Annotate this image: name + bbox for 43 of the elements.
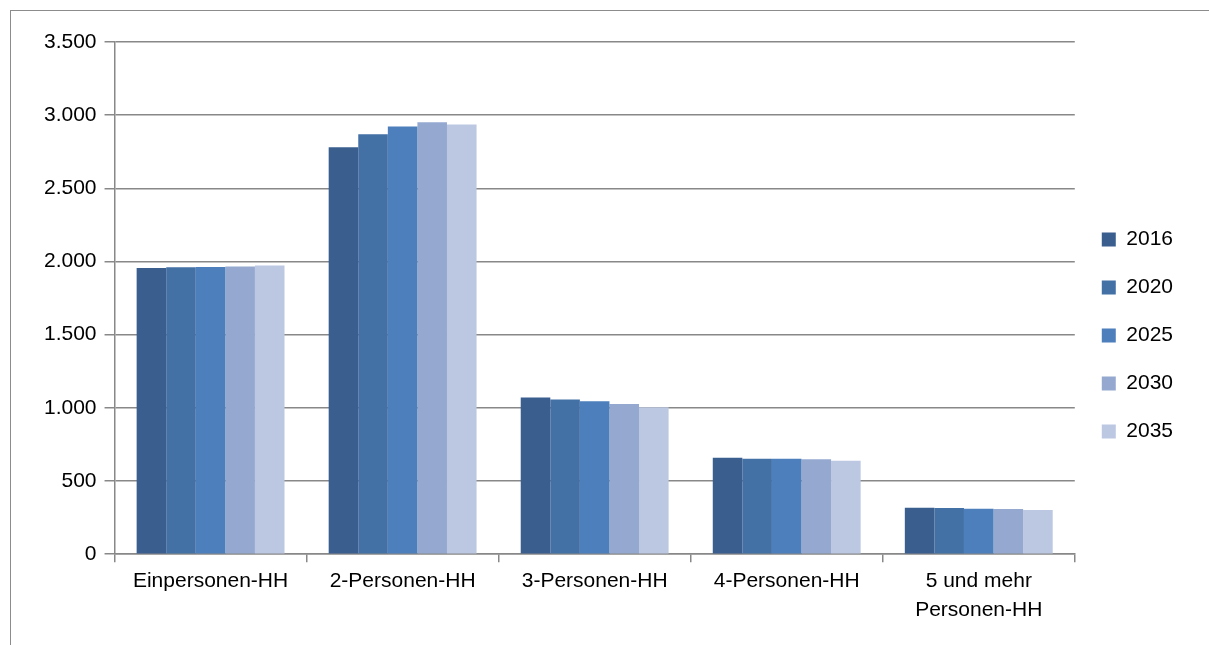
legend-label: 2030: [1126, 370, 1173, 394]
bar: [446, 124, 477, 554]
bar: [417, 122, 447, 554]
bar: [712, 457, 743, 554]
bar: [254, 265, 285, 554]
bar: [801, 459, 832, 554]
bar: [579, 401, 610, 554]
bar: [387, 126, 418, 554]
y-tick-label: 3.000: [43, 101, 97, 125]
bar: [550, 399, 580, 554]
x-tick-label: 3-Personen-HH: [521, 567, 668, 591]
bar: [520, 397, 551, 554]
x-tick-label: 4-Personen-HH: [713, 567, 860, 591]
legend-label: 2035: [1126, 418, 1173, 442]
x-tick-label: 5 und mehr Personen-HH: [915, 567, 1043, 621]
y-tick-label: 3.500: [43, 28, 97, 52]
legend-label: 2025: [1126, 322, 1173, 346]
bar: [328, 147, 359, 554]
bar: [358, 134, 388, 554]
bar: [904, 507, 935, 554]
bar: [166, 267, 196, 554]
bar: [831, 460, 861, 554]
bar: [609, 403, 640, 554]
bar: [225, 266, 255, 554]
x-tick-label: Einpersonen-HH: [132, 567, 289, 591]
y-tick-label: 1.000: [43, 394, 97, 418]
legend-label: 2016: [1126, 226, 1173, 250]
y-tick-label: 0: [84, 541, 97, 564]
bar: [993, 508, 1024, 554]
bar: [934, 507, 964, 554]
bar: [771, 458, 802, 554]
y-tick-label: 500: [61, 467, 97, 491]
y-tick-label: 2.500: [43, 175, 97, 199]
bar: [639, 407, 669, 554]
bar: [963, 508, 994, 554]
legend-label: 2020: [1126, 274, 1173, 298]
y-tick-label: 1.500: [43, 321, 97, 345]
bar: [742, 458, 772, 554]
x-tick-label: 2-Personen-HH: [329, 567, 476, 591]
bar: [1023, 510, 1053, 554]
y-tick-label: 2.000: [43, 248, 97, 272]
bar: [136, 268, 167, 554]
bar: [195, 266, 226, 554]
